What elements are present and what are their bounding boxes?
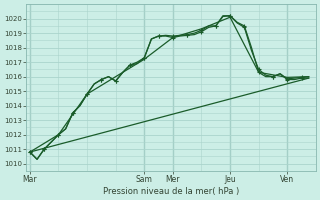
X-axis label: Pression niveau de la mer( hPa ): Pression niveau de la mer( hPa ) [103,187,239,196]
